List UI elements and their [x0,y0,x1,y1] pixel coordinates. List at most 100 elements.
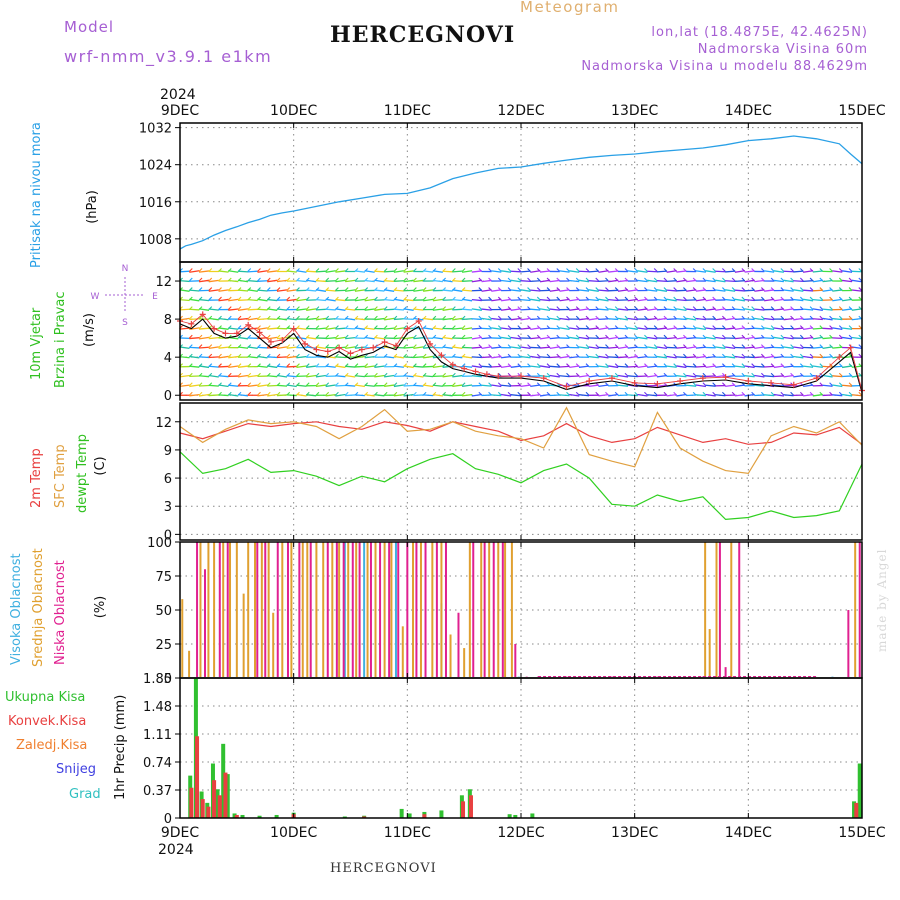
wind-barb [676,279,687,283]
wind-barb-head [276,372,281,377]
wind-barb-head [432,372,437,377]
wind-barb-head [595,306,600,310]
wind-barb [851,279,862,283]
wind-barb-head [644,334,648,339]
wind-barb [345,279,356,283]
wind-barb-head [751,315,756,320]
wind-barb-head [556,334,561,339]
wind-barb-head [683,353,687,358]
wind-barb-head [432,363,437,368]
wind-barb-head [208,344,213,349]
wind-barb [617,317,629,321]
wind-barb-head [780,391,785,396]
wind-barb-head [266,315,271,320]
wind-barb-head [344,325,349,330]
wind-barb-head [770,277,775,282]
wind-barb [851,308,862,311]
wind-barb [686,289,697,292]
wind-barb-head [374,353,378,358]
wind-barb-head [692,277,697,282]
wind-barb-head [198,382,203,387]
wind-barb-head [683,325,687,330]
wind-barb-head [335,306,339,310]
wind-barb-head [257,268,261,272]
wind-barb [617,394,629,397]
wind-barb [257,289,268,292]
wind-barb [354,289,366,292]
wind-barb [695,355,707,359]
wind-barb-head [692,306,697,310]
wind-barb [578,317,590,321]
wind-barb [783,289,794,292]
y-tick-label: 1032 [139,122,172,137]
wind-barb [608,356,619,359]
wind-barb-head [296,296,300,301]
wind-barb [520,270,531,273]
compass-letter-w: W [91,292,100,302]
wind-barb [228,355,239,359]
wind-barb [510,317,521,321]
wind-barb-head [432,334,437,339]
wind-barb-head [585,353,590,358]
panel-frame [179,261,863,401]
wind-barb-head [497,391,502,396]
wind-barb [296,298,307,302]
wind-barb-head [188,315,193,320]
wind-barb [228,327,239,330]
wind-barb [461,298,473,302]
x-tick-label-bottom: 10DEC [270,825,317,841]
wind-barb [549,337,560,340]
precip-bar [854,802,859,818]
wind-barb [315,298,327,302]
wind-barb-head [422,391,427,396]
wind-barb-head [566,315,570,320]
wind-barb [793,346,804,349]
wind-barb [569,336,580,340]
wind-barb-head [451,277,456,282]
wind-barb [705,279,716,283]
wind-barb [189,289,200,292]
wind-barb [325,327,336,331]
wind-barb [432,279,443,283]
wind-barb [413,384,424,387]
wind-barb [393,270,404,273]
wind-barb-head [335,325,339,330]
wind-barb-head [536,296,541,301]
wind-barb [481,308,492,311]
wind-barb [432,270,443,273]
wind-barb [384,317,395,321]
precip-bar [857,763,862,818]
wind-barb-head [374,325,378,330]
wind-barb-head [442,287,446,291]
wind-barb [179,279,190,283]
wind-barb [754,356,765,359]
wind-barb-head [546,287,551,291]
wind-barb-head [536,325,541,330]
wind-barb [783,394,794,397]
wind-barb-head [335,277,339,282]
wind-barb-head [237,391,242,396]
wind-barb-head [770,268,775,272]
wind-barb-head [305,315,310,320]
wind-barb-head [451,372,456,377]
wind-barb [189,346,200,349]
wind-barb-head [634,325,639,330]
wind-barb-head [770,287,775,291]
wind-barb-head [653,277,658,282]
wind-barb [325,393,336,397]
wind-barb [588,384,599,388]
wind-barb-head [770,391,775,396]
wind-barb-head [546,344,551,349]
wind-barb-head [257,277,261,282]
wind-barb [666,318,677,321]
wind-barb-head [683,268,687,272]
wind-barb [286,394,297,397]
wind-barb-head [770,353,775,358]
wind-barb [345,356,356,359]
wind-barb-head [527,334,531,339]
wind-barb-head [507,277,512,282]
wind-barb-head [770,334,775,339]
wind-barb [228,308,239,311]
wind-barb-head [517,296,522,301]
wind-barb-head [634,391,639,396]
